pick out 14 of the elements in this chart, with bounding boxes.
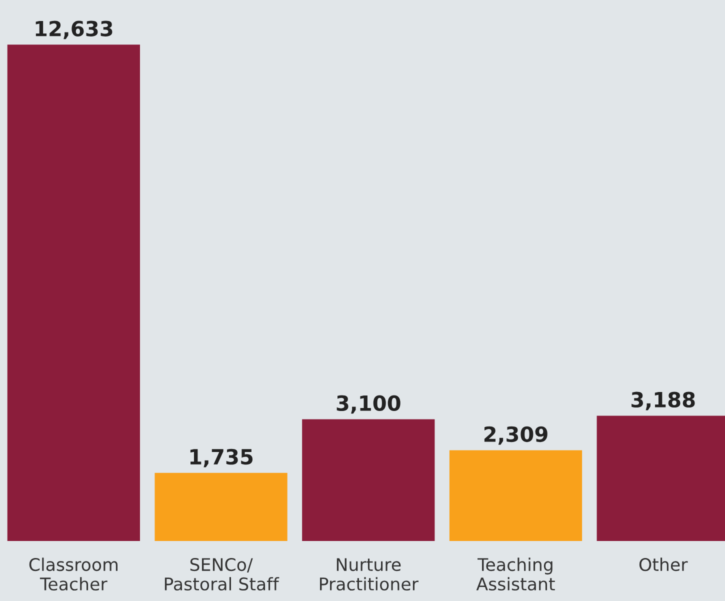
- data-label: 12,633: [36, 20, 112, 40]
- x-tick-label: SENCo/ Pastoral Staff: [164, 558, 280, 591]
- x-tick-label: Nurture Practitioner: [320, 558, 418, 591]
- bar: [154, 472, 288, 541]
- x-tick-label: Classroom Teacher: [29, 558, 118, 591]
- data-label: 1,735: [190, 448, 253, 468]
- bar: [7, 44, 140, 541]
- bar: [449, 450, 582, 541]
- data-label: 2,309: [484, 426, 548, 445]
- bar: [302, 419, 435, 541]
- x-tick-label: Teaching Assistant: [476, 558, 555, 591]
- data-label: 3,188: [632, 392, 695, 410]
- data-label: 3,100: [336, 395, 400, 414]
- x-tick-label: Other: [639, 558, 688, 572]
